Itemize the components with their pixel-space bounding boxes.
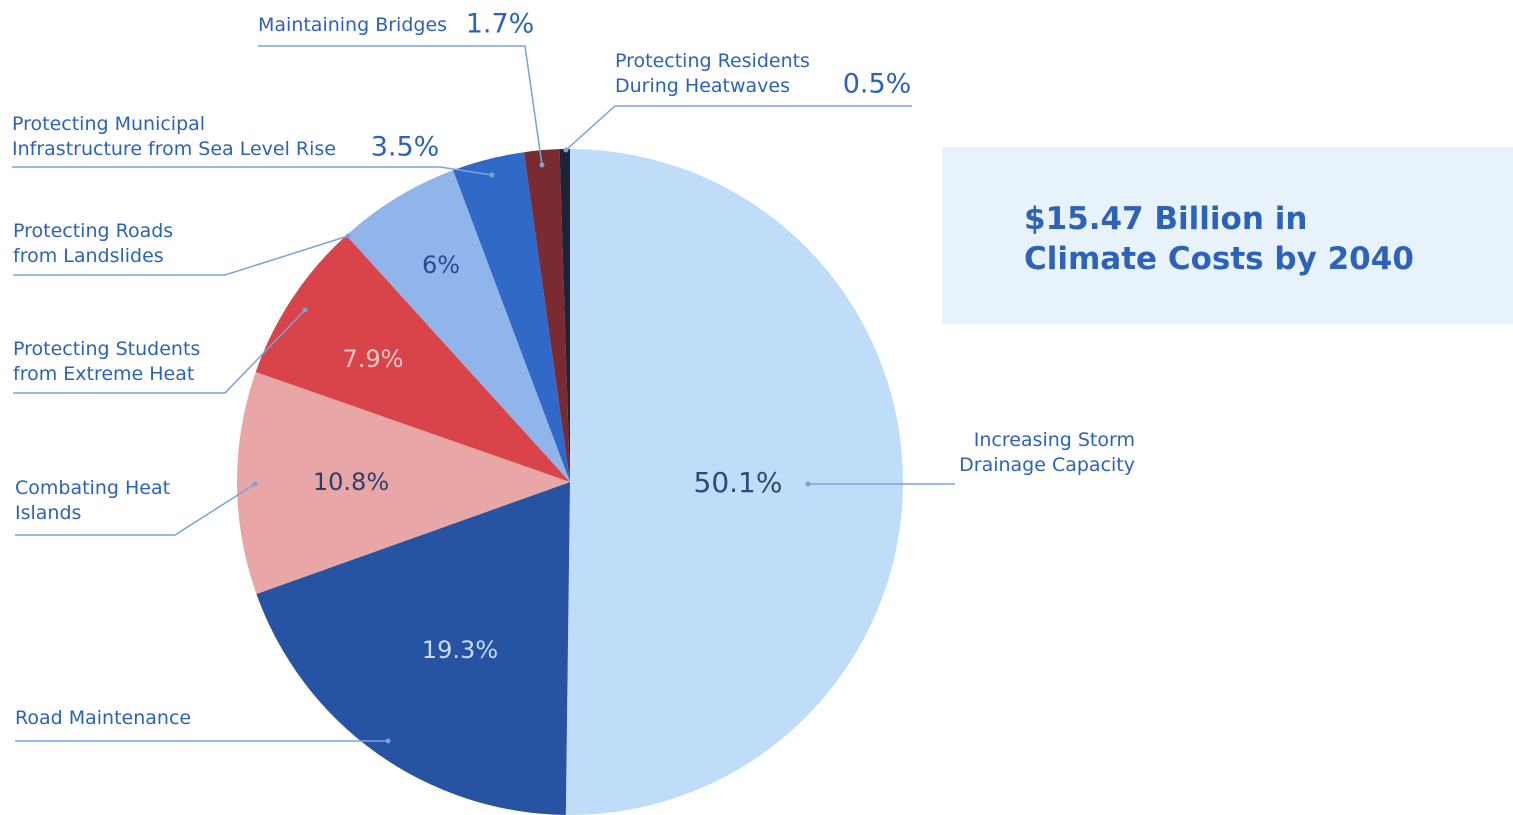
leader-line	[13, 235, 349, 276]
value-label: 10.8%	[313, 468, 389, 496]
leader-dot	[302, 307, 308, 313]
category-label: Maintaining Bridges	[258, 14, 448, 36]
chart-title: $15.47 Billion in Climate Costs by 2040	[1024, 201, 1414, 277]
pie-slice	[236, 371, 570, 595]
category-label: Increasing Storm Drainage Capacity	[959, 429, 1135, 476]
leader-dot	[805, 481, 811, 487]
value-label: 3.5%	[371, 132, 440, 163]
value-label: 7.9%	[343, 345, 404, 373]
leader-dot	[385, 738, 391, 744]
category-label: Combating Heat Islands	[15, 477, 171, 524]
leader-dot	[345, 233, 351, 239]
title-box: $15.47 Billion in Climate Costs by 2040	[942, 147, 1513, 324]
leader-line	[565, 105, 912, 151]
value-label: 0.5%	[843, 69, 912, 100]
leader-line	[258, 45, 543, 166]
value-label: 1.7%	[466, 9, 535, 40]
leader-line	[15, 483, 256, 536]
pie-slice	[524, 149, 570, 482]
category-label: Road Maintenance	[15, 707, 192, 729]
value-label: 50.1%	[694, 466, 783, 499]
category-label: Protecting Students from Extreme Heat	[13, 338, 201, 385]
value-label: 19.3%	[422, 636, 498, 664]
pie-slice	[346, 170, 570, 482]
leader-dot	[252, 481, 258, 487]
category-label: Protecting Residents During Heatwaves	[615, 50, 810, 97]
leader-lines	[12, 45, 955, 742]
pie-slice	[256, 482, 570, 815]
pie-slice	[453, 152, 570, 482]
pie-slice	[255, 235, 570, 482]
leader-dot	[489, 172, 495, 178]
leader-dot	[563, 147, 569, 153]
leader-dot	[539, 162, 545, 168]
pie-slice	[559, 149, 570, 482]
leader-line	[13, 309, 306, 394]
pie-slice	[565, 149, 903, 815]
value-label: 6%	[422, 251, 460, 279]
category-label: Protecting Municipal Infrastructure from…	[12, 113, 337, 160]
category-label: Protecting Roads from Landslides	[13, 220, 174, 267]
leader-line	[12, 166, 493, 176]
